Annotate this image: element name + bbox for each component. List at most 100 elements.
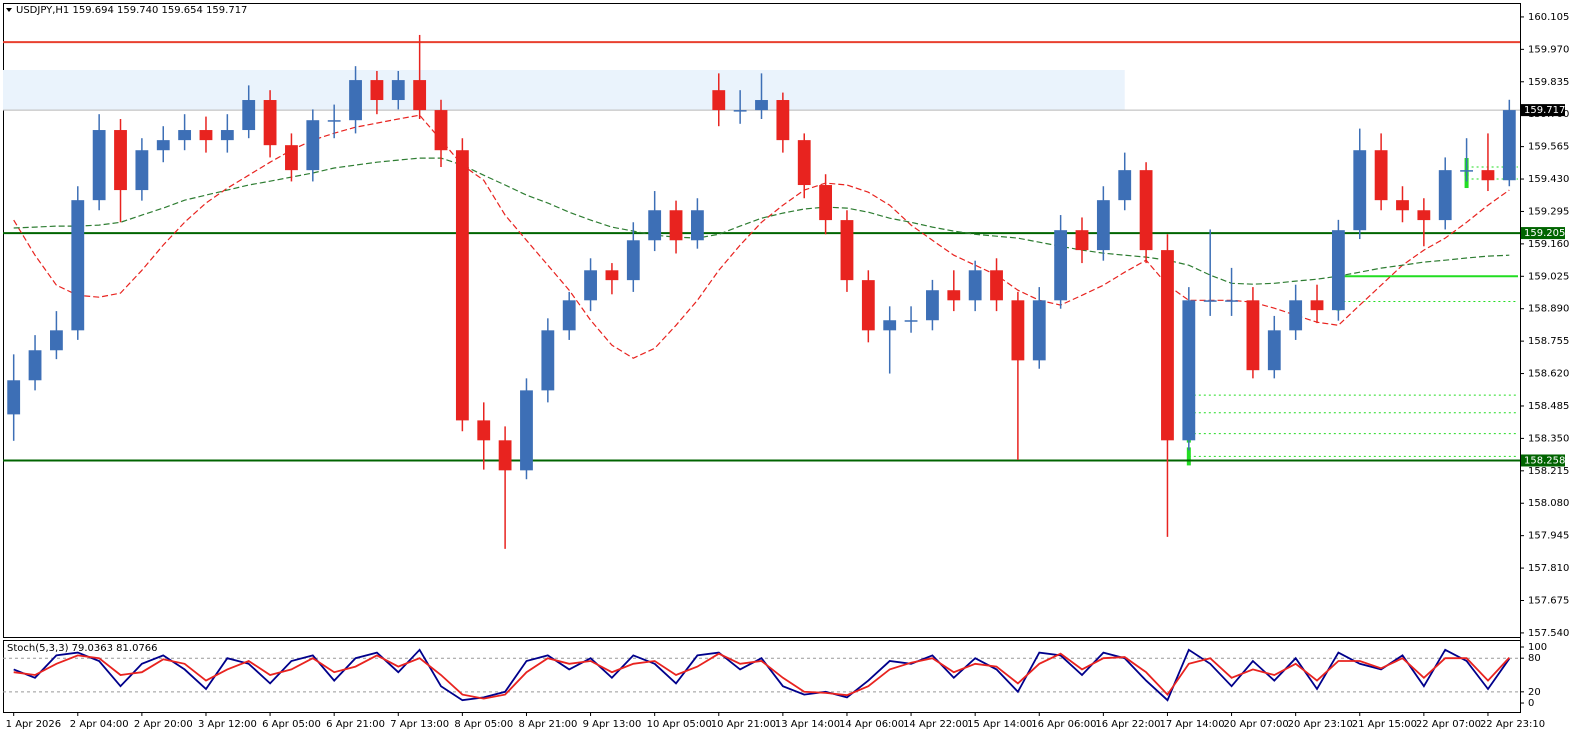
- x-tick-label: 6 Apr 21:00: [326, 719, 385, 730]
- candle-body: [520, 390, 533, 471]
- candle-body: [1267, 330, 1281, 371]
- y-tick-label: 159.970: [1528, 44, 1569, 55]
- candle-body: [242, 100, 256, 131]
- x-tick-label: 8 Apr 05:00: [454, 719, 513, 730]
- candle-body: [71, 200, 85, 331]
- candle-body: [1161, 250, 1174, 441]
- x-tick-label: 9 Apr 13:00: [583, 719, 642, 730]
- chart-title: USDJPY,H1 159.694 159.740 159.654 159.71…: [16, 5, 247, 16]
- candle-body: [28, 350, 42, 381]
- candle-body: [861, 280, 875, 331]
- candle-body: [926, 290, 939, 321]
- candle-body: [1096, 200, 1110, 251]
- x-tick-label: 21 Apr 15:00: [1352, 719, 1417, 730]
- stoch-y-tick-label: 100: [1528, 642, 1547, 653]
- candle-body: [1203, 300, 1217, 302]
- candle-body: [1331, 230, 1345, 311]
- candle-body: [1032, 300, 1046, 361]
- x-tick-label: 22 Apr 07:00: [1416, 719, 1481, 730]
- y-tick-label: 158.890: [1528, 304, 1569, 315]
- x-tick-label: 10 Apr 21:00: [711, 719, 776, 730]
- candle-body: [135, 150, 149, 191]
- candle-body: [648, 210, 662, 241]
- y-tick-label: 157.675: [1528, 595, 1569, 606]
- candle-body: [178, 130, 192, 141]
- candle-body: [1417, 210, 1431, 221]
- stoch-y-tick-label: 80: [1528, 653, 1541, 664]
- candle-body: [1225, 300, 1238, 302]
- x-tick-label: 14 Apr 22:00: [903, 719, 968, 730]
- candle-body: [413, 80, 427, 111]
- candle-body: [1374, 150, 1388, 201]
- candle-body: [50, 330, 63, 351]
- candle-body: [1353, 150, 1367, 231]
- candle-body: [1481, 170, 1495, 181]
- x-tick-label: 16 Apr 22:00: [1095, 719, 1160, 730]
- candle-body: [690, 210, 704, 241]
- candle-body: [455, 150, 469, 421]
- y-tick-label: 159.430: [1528, 174, 1569, 185]
- candle-body: [156, 140, 170, 151]
- stoch-panel: [3, 640, 1521, 713]
- x-tick-label: 2 Apr 04:00: [70, 719, 129, 730]
- candle-body: [1502, 110, 1516, 181]
- candle-body: [285, 145, 298, 171]
- candle-body: [92, 130, 106, 201]
- title-arrow: [6, 8, 12, 12]
- x-tick-label: 17 Apr 14:00: [1159, 719, 1224, 730]
- x-tick-label: 10 Apr 05:00: [647, 719, 712, 730]
- x-tick-label: 7 Apr 13:00: [390, 719, 449, 730]
- candle-body: [562, 300, 576, 331]
- price-label-box: [1521, 104, 1565, 117]
- x-tick-label: 13 Apr 14:00: [775, 719, 840, 730]
- candle-body: [1246, 300, 1260, 371]
- stoch-y-tick-label: 20: [1528, 687, 1541, 698]
- candle-body: [797, 140, 811, 186]
- candle-body: [626, 240, 640, 281]
- candle-body: [1396, 200, 1409, 211]
- candle-body: [1289, 300, 1303, 331]
- candle-body: [263, 100, 277, 146]
- candle-body: [669, 210, 683, 241]
- y-tick-label: 158.620: [1528, 369, 1569, 380]
- candle-body: [712, 90, 726, 111]
- y-tick-label: 159.835: [1528, 77, 1569, 88]
- y-tick-label: 157.945: [1528, 531, 1569, 542]
- moving-average: [13, 157, 1510, 285]
- price-label: 158.258: [1524, 455, 1565, 466]
- candle-body: [819, 185, 833, 221]
- y-tick-label: 158.755: [1528, 336, 1569, 347]
- candle-body: [840, 220, 854, 281]
- candle-body: [605, 270, 619, 281]
- x-tick-label: 1 Apr 2026: [6, 719, 61, 730]
- y-tick-label: 157.540: [1528, 628, 1569, 639]
- candle-body: [776, 100, 790, 141]
- y-tick-label: 159.565: [1528, 142, 1569, 153]
- x-tick-label: 14 Apr 06:00: [839, 719, 904, 730]
- y-tick-label: 159.160: [1528, 239, 1569, 250]
- y-tick-label: 157.810: [1528, 563, 1569, 574]
- price-label: 159.205: [1524, 228, 1565, 239]
- candle-body: [199, 130, 213, 141]
- candle-body: [990, 270, 1003, 301]
- candle-body: [306, 120, 320, 171]
- y-tick-label: 159.295: [1528, 206, 1569, 217]
- stoch-title: Stoch(5,3,3) 79.0363 81.0766: [7, 643, 158, 654]
- candle-body: [755, 100, 768, 111]
- y-tick-label: 158.350: [1528, 433, 1569, 444]
- zone: [3, 70, 1125, 111]
- stoch-y-tick-label: 0: [1528, 698, 1534, 709]
- price-label-box: [1521, 227, 1565, 240]
- y-tick-label: 159.025: [1528, 271, 1569, 282]
- price-label-box: [1521, 454, 1565, 467]
- candle-body: [391, 80, 405, 101]
- x-tick-label: 16 Apr 06:00: [1031, 719, 1096, 730]
- level-marker: [1186, 447, 1191, 466]
- x-tick-label: 20 Apr 23:10: [1288, 719, 1353, 730]
- candle-body: [349, 80, 362, 121]
- x-tick-label: 15 Apr 14:00: [967, 719, 1032, 730]
- x-tick-label: 3 Apr 12:00: [198, 719, 257, 730]
- y-tick-label: 160.105: [1528, 12, 1569, 23]
